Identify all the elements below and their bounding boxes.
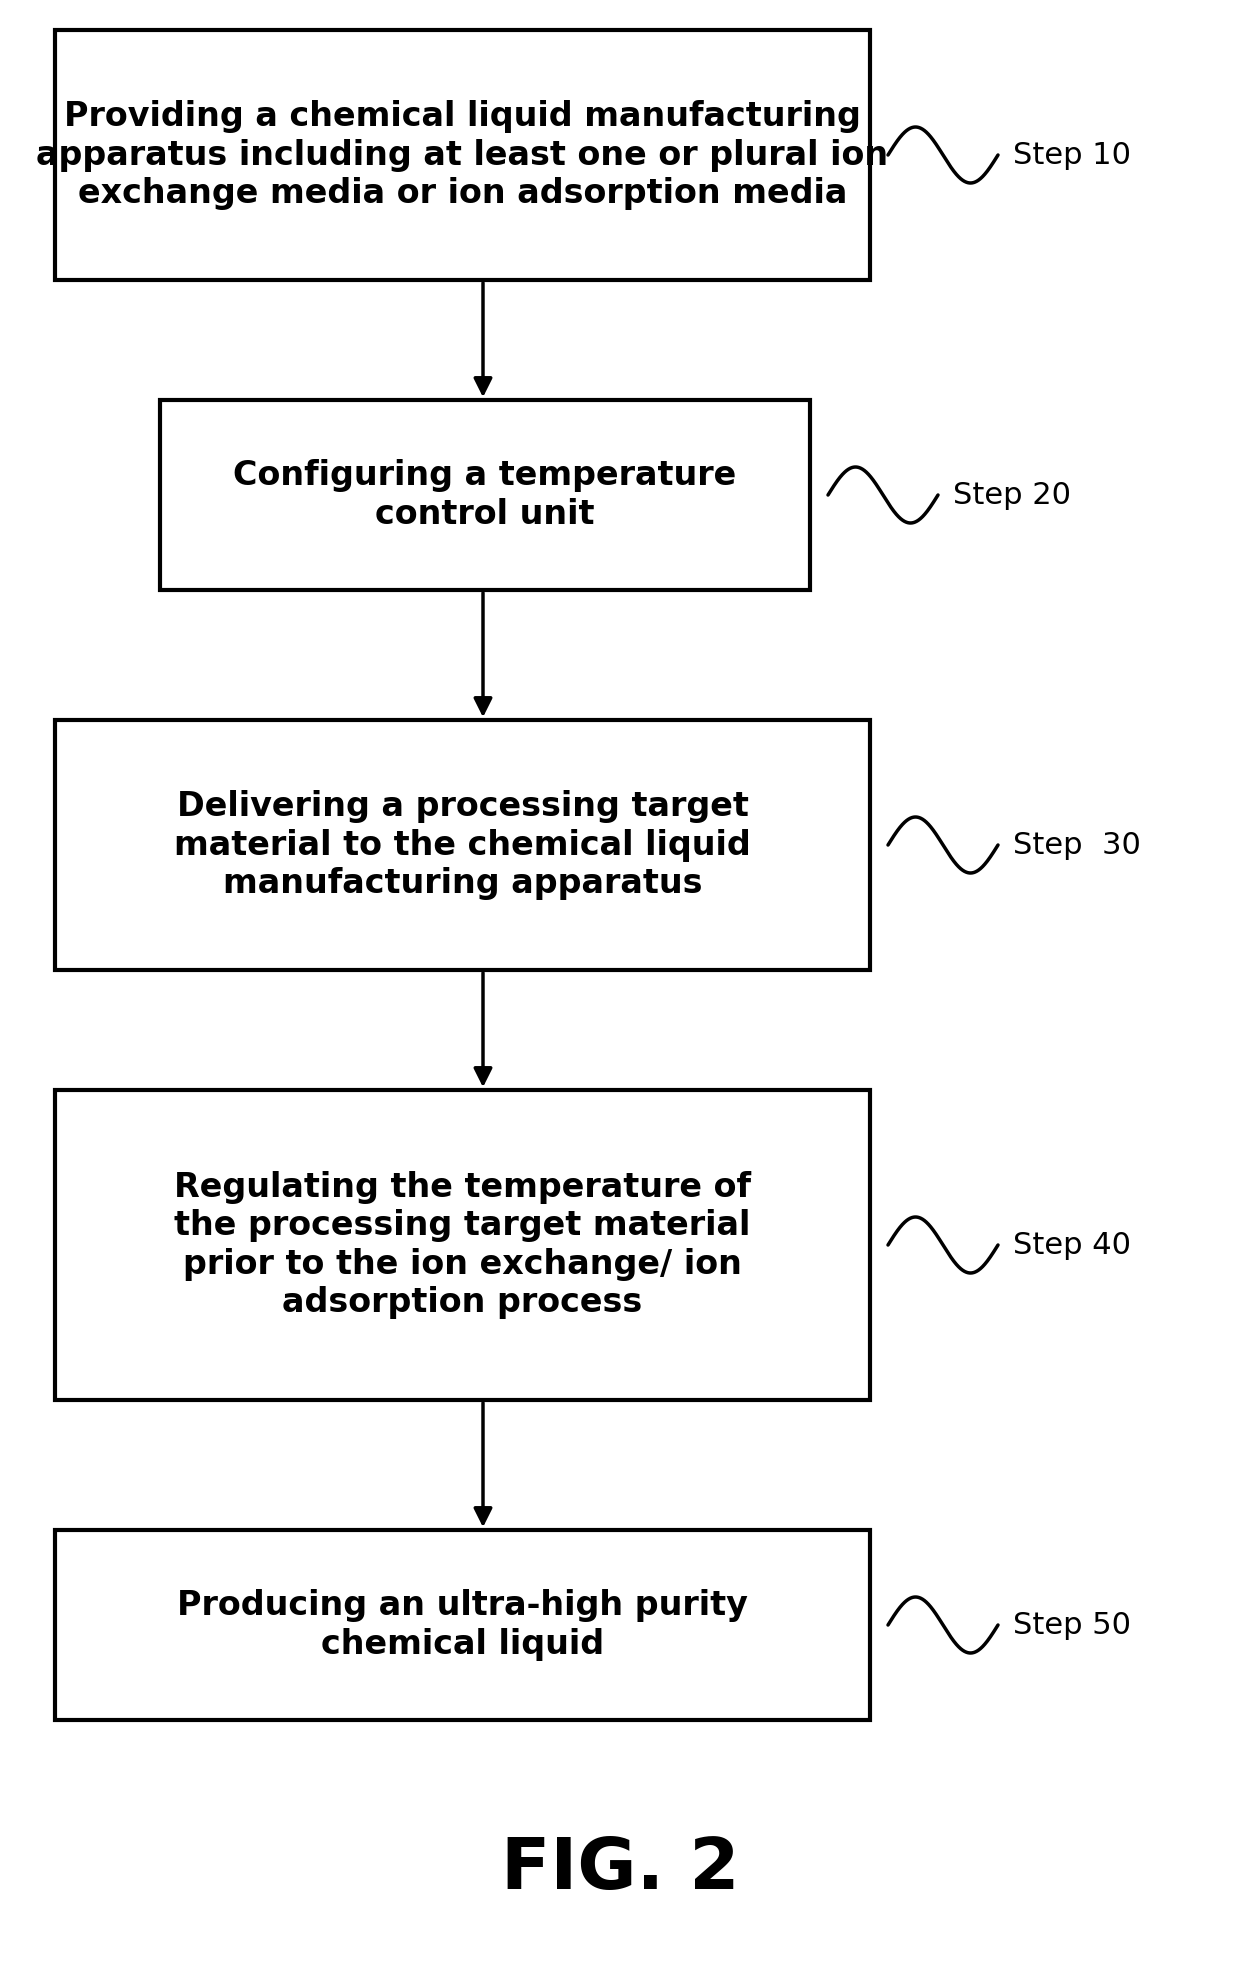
Text: Step 20: Step 20 <box>954 481 1071 509</box>
Text: Step 40: Step 40 <box>1013 1231 1131 1259</box>
Text: Delivering a processing target
material to the chemical liquid
manufacturing app: Delivering a processing target material … <box>174 791 751 900</box>
Bar <box>55 720 870 971</box>
Bar <box>55 30 870 280</box>
Text: FIG. 2: FIG. 2 <box>501 1835 739 1904</box>
Text: Step 50: Step 50 <box>1013 1610 1131 1640</box>
Text: Providing a chemical liquid manufacturing
apparatus including at least one or pl: Providing a chemical liquid manufacturin… <box>36 101 889 209</box>
Bar <box>160 401 810 590</box>
Text: Step  30: Step 30 <box>1013 831 1141 860</box>
Bar <box>55 1529 870 1720</box>
Text: Producing an ultra-high purity
chemical liquid: Producing an ultra-high purity chemical … <box>177 1590 748 1661</box>
Bar <box>55 1089 870 1401</box>
Text: Configuring a temperature
control unit: Configuring a temperature control unit <box>233 460 737 531</box>
Text: Step 10: Step 10 <box>1013 140 1131 170</box>
Text: Regulating the temperature of
the processing target material
prior to the ion ex: Regulating the temperature of the proces… <box>174 1172 751 1318</box>
